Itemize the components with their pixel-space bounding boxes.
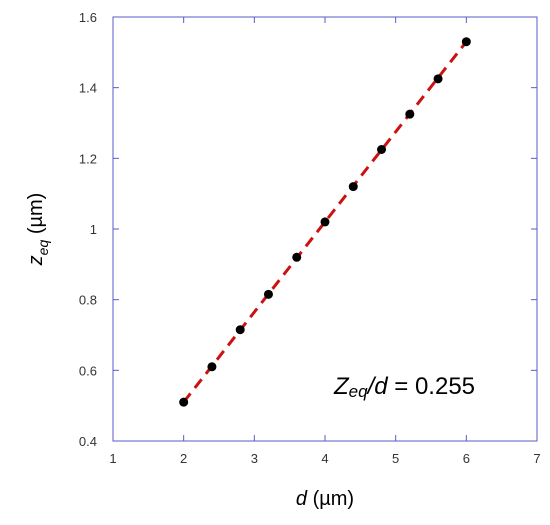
data-point [320,217,330,227]
tick-labels: 1 2 3 4 5 6 7 0.4 0.6 0.8 1 1.2 1.4 1.6 [79,10,541,466]
x-tick-label: 1 [109,451,116,466]
data-point [207,362,217,372]
y-tick-label: 1.2 [79,151,97,166]
axis-ticks [112,16,538,442]
x-tick-label: 6 [463,451,470,466]
data-points [179,37,471,407]
data-point [235,325,245,335]
x-tick-label: 5 [392,451,399,466]
data-point [377,145,387,154]
data-point [179,397,189,407]
slope-annotation: Zeq/d = 0.255 [333,373,475,401]
data-point [292,252,302,262]
y-tick-label: 0.6 [79,363,97,378]
data-point [263,289,273,299]
x-tick-label: 7 [533,451,540,466]
data-point [461,37,471,47]
x-tick-label: 3 [251,451,258,466]
x-tick-label: 4 [321,451,328,466]
y-tick-label: 0.4 [79,434,97,449]
x-axis-label: d (µm) [296,488,354,510]
data-point [433,74,443,84]
x-tick-label: 2 [180,451,187,466]
data-point [405,109,415,119]
y-tick-label: 1.4 [79,81,97,96]
y-axis-label: zeq (µm) [25,193,51,267]
data-point [348,182,358,192]
y-tick-label: 1 [90,222,97,237]
fit-line [182,40,468,404]
y-tick-label: 0.8 [79,293,97,308]
y-tick-label: 1.6 [79,10,97,25]
